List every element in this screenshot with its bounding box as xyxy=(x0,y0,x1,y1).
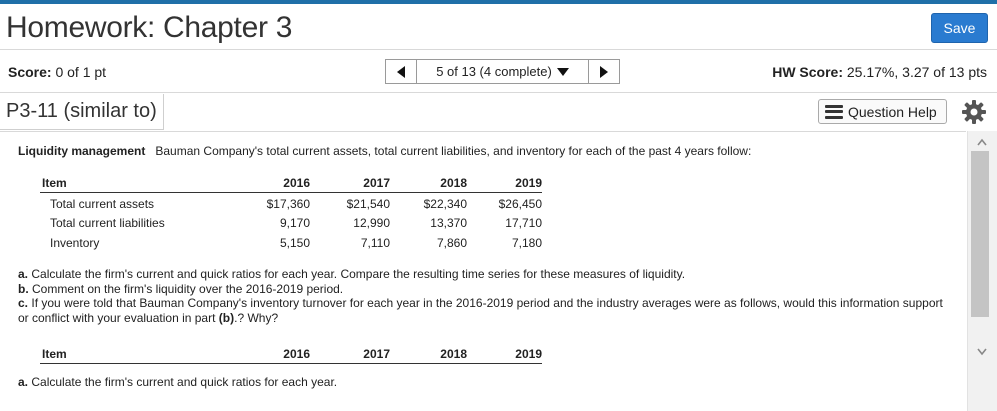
question-part-c: c. If you were told that Bauman Company'… xyxy=(18,296,948,325)
part-letter: c. xyxy=(18,296,29,310)
table-header: Item xyxy=(40,347,240,364)
scrollbar-thumb[interactable] xyxy=(971,151,989,317)
question-part-a: a. Calculate the firm's current and quic… xyxy=(18,267,948,282)
table-cell: $26,450 xyxy=(498,197,542,212)
part-a-prompt: a. Calculate the firm's current and quic… xyxy=(18,375,337,389)
question-select[interactable]: 5 of 13 (4 complete) xyxy=(416,60,589,83)
table-cell: Total current assets xyxy=(50,197,155,212)
question-id: P3-11 (similar to) xyxy=(0,94,164,130)
score-label: Score: xyxy=(8,64,52,80)
turnover-table: Item 2016 2017 2018 2019 xyxy=(40,347,542,364)
table-header: 2017 xyxy=(310,175,390,193)
question-part-b: b. Comment on the firm's liquidity over … xyxy=(18,282,948,297)
score-bar: Score: 0 of 1 pt 5 of 13 (4 complete) HW… xyxy=(0,51,997,93)
table-cell: $17,360 xyxy=(266,197,310,212)
table-row: Total current liabilities 9,170 12,990 1… xyxy=(40,213,542,233)
table-cell: Total current liabilities xyxy=(50,215,165,230)
previous-question-button[interactable] xyxy=(386,60,416,83)
question-help-label: Question Help xyxy=(848,103,937,120)
data-table: Item 2016 2017 2018 2019 Total current a… xyxy=(40,175,542,253)
table-cell: Inventory xyxy=(50,235,100,250)
arrow-left-icon xyxy=(397,65,405,78)
problem-intro-text: Bauman Company's total current assets, t… xyxy=(155,144,752,158)
part-text-tail: .? Why? xyxy=(234,310,279,325)
top-accent-strip xyxy=(0,0,997,4)
question-help-button[interactable]: Question Help xyxy=(818,99,947,124)
question-position: 5 of 13 (4 complete) xyxy=(436,64,552,79)
table-header: 2019 xyxy=(467,175,542,193)
table-cell: 7,180 xyxy=(511,235,542,250)
chevron-down-icon xyxy=(556,67,569,76)
part-letter: a. xyxy=(18,267,29,281)
score-value: 0 of 1 pt xyxy=(55,64,107,80)
table-cell: 5,150 xyxy=(279,235,310,250)
table-cell: 13,370 xyxy=(430,215,467,230)
table-cell: $21,540 xyxy=(346,197,390,212)
page-title: Homework: Chapter 3 xyxy=(6,11,293,44)
table-header: 2018 xyxy=(390,347,467,364)
part-reference: (b) xyxy=(218,310,235,325)
question-navigator: 5 of 13 (4 complete) xyxy=(385,59,620,84)
hw-score-label: HW Score: xyxy=(772,64,843,80)
scroll-down-icon[interactable] xyxy=(976,347,988,357)
arrow-right-icon xyxy=(600,65,608,78)
table-header: 2016 xyxy=(240,347,310,364)
table-header: 2018 xyxy=(390,175,467,193)
part-text: If you were told that Bauman Company's i… xyxy=(18,296,943,325)
hw-score-value: 25.17%, 3.27 of 13 pts xyxy=(846,64,987,80)
gear-icon[interactable] xyxy=(961,99,987,125)
table-header-row: Item 2016 2017 2018 2019 xyxy=(40,347,542,364)
question-content: Liquidity management Bauman Company's to… xyxy=(0,131,966,411)
table-cell: 7,860 xyxy=(436,235,467,250)
part-letter: a. xyxy=(18,375,29,389)
problem-topic: Liquidity management xyxy=(18,144,146,158)
hw-score-display: HW Score: 25.17%, 3.27 of 13 pts xyxy=(772,64,987,80)
part-text: Calculate the firm's current and quick r… xyxy=(31,267,686,281)
question-parts: a. Calculate the firm's current and quic… xyxy=(18,267,948,325)
table-header: 2019 xyxy=(467,347,542,364)
list-icon xyxy=(825,104,843,119)
part-text: Comment on the firm's liquidity over the… xyxy=(32,281,344,296)
table-row: Total current assets $17,360 $21,540 $22… xyxy=(40,193,542,213)
part-letter: b. xyxy=(18,281,29,296)
scroll-up-icon[interactable] xyxy=(976,137,988,147)
table-header-row: Item 2016 2017 2018 2019 xyxy=(40,175,542,193)
part-text: Calculate the firm's current and quick r… xyxy=(31,375,338,389)
table-header: 2017 xyxy=(310,347,390,364)
problem-intro: Liquidity management Bauman Company's to… xyxy=(18,144,751,158)
table-row: Inventory 5,150 7,110 7,860 7,180 xyxy=(40,233,542,253)
save-button[interactable]: Save xyxy=(931,13,988,43)
table-cell: 17,710 xyxy=(505,215,542,230)
next-question-button[interactable] xyxy=(589,60,619,83)
score-display: Score: 0 of 1 pt xyxy=(8,64,106,80)
title-bar: Homework: Chapter 3 Save xyxy=(0,4,997,50)
table-cell: 12,990 xyxy=(353,215,390,230)
table-cell: 9,170 xyxy=(279,215,310,230)
table-header: Item xyxy=(40,175,240,193)
table-cell: 7,110 xyxy=(360,235,390,250)
vertical-scrollbar[interactable] xyxy=(967,131,997,411)
table-header: 2016 xyxy=(240,175,310,193)
table-cell: $22,340 xyxy=(423,197,467,212)
question-bar: P3-11 (similar to) Question Help xyxy=(0,94,997,130)
